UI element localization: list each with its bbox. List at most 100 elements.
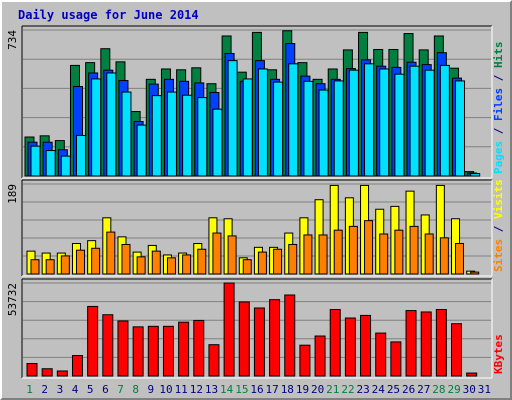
bar-sites-day-29 bbox=[455, 243, 465, 275]
x-label-day-24: 24 bbox=[372, 383, 386, 396]
bar-sites-day-25 bbox=[394, 229, 404, 275]
bar-pages-day-26 bbox=[409, 65, 420, 177]
x-label-day-3: 3 bbox=[57, 383, 64, 396]
bar-sites-day-20 bbox=[318, 234, 328, 275]
bar-sites-day-11 bbox=[182, 254, 192, 275]
bar-sites-day-30 bbox=[470, 271, 480, 275]
x-label-day-25: 25 bbox=[387, 383, 400, 396]
legend-top-part-2: Files bbox=[492, 88, 505, 121]
bar-kbytes-day-21 bbox=[329, 309, 341, 377]
bar-sites-day-15 bbox=[242, 259, 252, 275]
bar-pages-day-21 bbox=[333, 80, 344, 177]
x-label-day-18: 18 bbox=[281, 383, 294, 396]
bar-pages-day-14 bbox=[227, 60, 238, 177]
x-label-day-2: 2 bbox=[41, 383, 48, 396]
bar-kbytes-day-24 bbox=[375, 332, 387, 377]
legend-bottom: KBytes bbox=[492, 334, 505, 374]
bar-pages-day-4 bbox=[75, 134, 86, 177]
legend-middle-part-0: Sites bbox=[492, 239, 505, 272]
bar-pages-day-6 bbox=[106, 72, 117, 177]
bar-kbytes-day-4 bbox=[71, 355, 83, 377]
panel-2-ymax-label: 189 bbox=[6, 184, 19, 204]
x-label-day-6: 6 bbox=[102, 383, 109, 396]
bar-kbytes-day-18 bbox=[284, 294, 296, 377]
x-label-day-16: 16 bbox=[250, 383, 263, 396]
x-label-day-30: 30 bbox=[463, 383, 476, 396]
bar-kbytes-day-30 bbox=[466, 372, 478, 377]
bar-kbytes-day-20 bbox=[314, 335, 326, 377]
legend-top-part-1: / bbox=[492, 121, 505, 141]
x-label-day-21: 21 bbox=[326, 383, 339, 396]
bar-pages-day-29 bbox=[455, 80, 466, 177]
x-label-day-15: 15 bbox=[235, 383, 248, 396]
bar-sites-day-3 bbox=[60, 255, 70, 275]
bar-kbytes-day-12 bbox=[193, 319, 205, 377]
legends: Pages / Files / Hits Sites / Visits KBytes bbox=[492, 42, 505, 375]
x-label-day-11: 11 bbox=[175, 383, 188, 396]
legend-top-part-3: / bbox=[492, 68, 505, 88]
bar-sites-day-16 bbox=[257, 251, 267, 275]
bar-sites-day-10 bbox=[166, 257, 176, 275]
legend-middle: Sites / Visits bbox=[492, 179, 505, 272]
legend-top: Pages / Files / Hits bbox=[492, 42, 505, 175]
bar-sites-day-24 bbox=[379, 233, 389, 275]
x-label-day-14: 14 bbox=[220, 383, 234, 396]
bar-kbytes-day-22 bbox=[344, 317, 356, 377]
bar-sites-day-19 bbox=[303, 234, 313, 275]
bar-pages-day-13 bbox=[212, 108, 223, 177]
x-label-day-27: 27 bbox=[417, 383, 430, 396]
bar-pages-day-17 bbox=[273, 81, 284, 177]
bar-sites-day-27 bbox=[424, 233, 434, 275]
bar-kbytes-day-6 bbox=[102, 314, 114, 377]
bar-sites-day-7 bbox=[121, 243, 131, 275]
bar-pages-day-28 bbox=[439, 64, 450, 177]
bar-kbytes-day-7 bbox=[117, 320, 129, 377]
x-label-day-19: 19 bbox=[296, 383, 309, 396]
bar-kbytes-day-15 bbox=[238, 301, 250, 377]
bar-pages-day-30 bbox=[470, 173, 481, 177]
bar-kbytes-day-16 bbox=[253, 307, 265, 377]
bar-pages-day-19 bbox=[303, 80, 314, 177]
bar-pages-day-8 bbox=[136, 124, 147, 177]
bar-kbytes-day-3 bbox=[56, 370, 68, 377]
bar-pages-day-20 bbox=[318, 89, 329, 177]
bar-sites-day-13 bbox=[212, 232, 222, 275]
chart-bars bbox=[24, 30, 481, 377]
bar-pages-day-24 bbox=[379, 68, 390, 177]
bar-sites-day-4 bbox=[75, 249, 85, 275]
bar-kbytes-day-25 bbox=[390, 341, 402, 377]
bar-kbytes-day-9 bbox=[147, 325, 159, 377]
legend-middle-part-1: / bbox=[492, 219, 505, 239]
x-label-day-7: 7 bbox=[117, 383, 124, 396]
bar-pages-day-25 bbox=[394, 73, 405, 177]
bar-sites-day-14 bbox=[227, 235, 237, 275]
bar-kbytes-day-1 bbox=[26, 363, 38, 377]
bar-sites-day-8 bbox=[136, 256, 146, 275]
bar-pages-day-27 bbox=[424, 69, 435, 177]
bar-kbytes-day-19 bbox=[299, 344, 311, 377]
bar-pages-day-12 bbox=[197, 97, 208, 177]
bar-pages-day-16 bbox=[257, 68, 268, 177]
bar-sites-day-22 bbox=[348, 225, 358, 275]
bar-kbytes-day-2 bbox=[41, 368, 53, 377]
x-label-day-4: 4 bbox=[72, 383, 79, 396]
bar-pages-day-9 bbox=[151, 95, 162, 177]
x-label-day-1: 1 bbox=[26, 383, 33, 396]
bar-pages-day-2 bbox=[45, 150, 56, 177]
panel-3-ymax-label: 53732 bbox=[6, 283, 19, 316]
bar-sites-day-26 bbox=[409, 225, 419, 275]
bar-sites-day-17 bbox=[273, 248, 283, 275]
bar-pages-day-3 bbox=[60, 155, 71, 177]
bar-kbytes-day-14 bbox=[223, 282, 235, 377]
legend-top-part-4: Hits bbox=[492, 42, 505, 69]
legend-bottom-part-0: KBytes bbox=[492, 334, 505, 374]
bar-pages-day-7 bbox=[121, 91, 132, 177]
bar-kbytes-day-29 bbox=[451, 323, 463, 377]
bar-pages-day-18 bbox=[288, 63, 299, 177]
x-label-day-20: 20 bbox=[311, 383, 324, 396]
bar-sites-day-28 bbox=[439, 237, 449, 275]
bar-kbytes-day-8 bbox=[132, 326, 144, 377]
bar-kbytes-day-10 bbox=[162, 325, 174, 377]
bar-sites-day-6 bbox=[106, 231, 116, 275]
bar-sites-day-1 bbox=[30, 259, 40, 275]
